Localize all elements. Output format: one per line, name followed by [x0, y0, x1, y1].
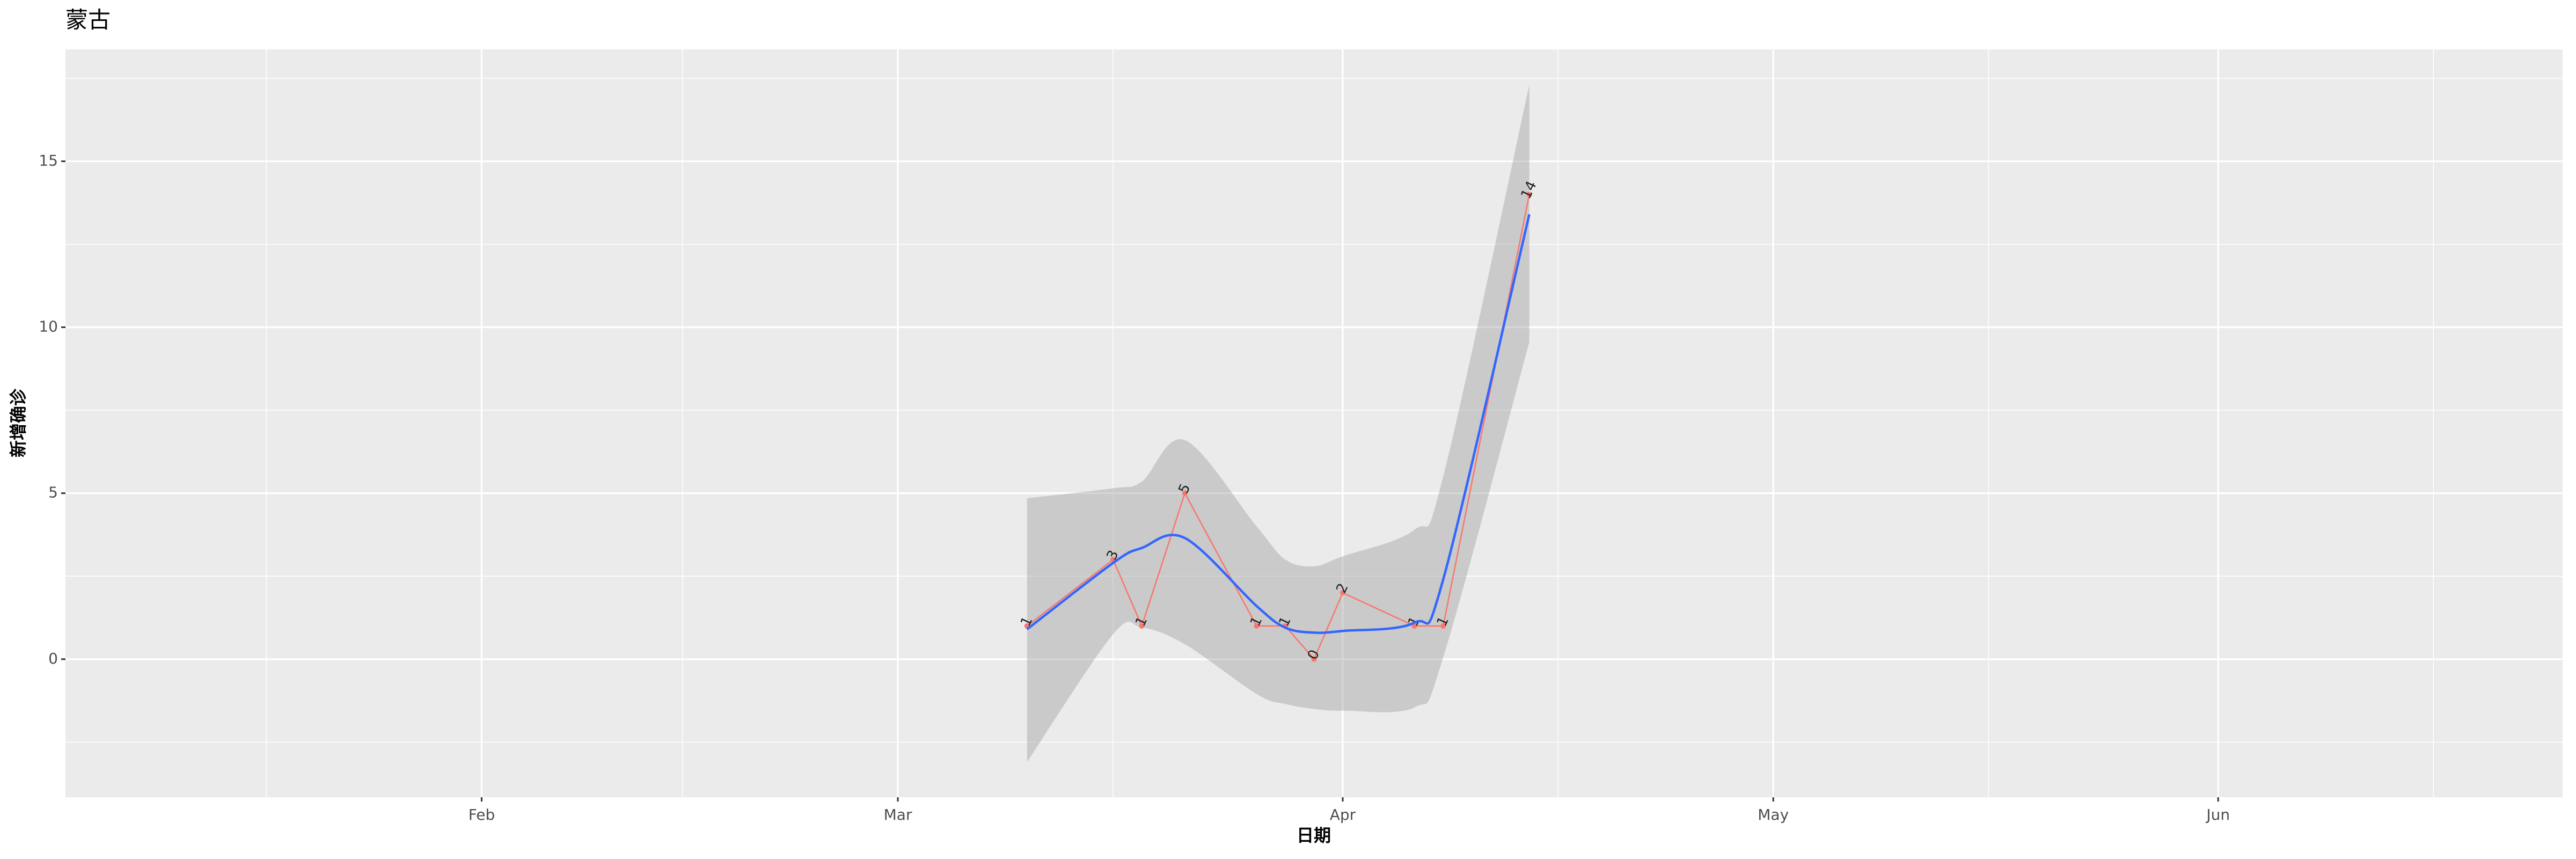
y-tick-label: 10	[39, 318, 58, 336]
x-tick-label: Mar	[884, 806, 912, 824]
x-tick-label: Apr	[1330, 806, 1356, 824]
data-point	[1254, 623, 1260, 629]
smooth-line	[1026, 214, 1531, 634]
x-tick-label: May	[1758, 806, 1789, 824]
x-axis-title: 日期	[1297, 825, 1331, 846]
data-point	[1340, 590, 1345, 596]
y-tick-label: 5	[48, 484, 58, 501]
data-point	[1311, 656, 1317, 662]
data-point	[1411, 623, 1417, 629]
x-tick-label: Jun	[2205, 806, 2230, 824]
data-point	[1440, 623, 1446, 629]
y-tick-label: 0	[48, 650, 58, 667]
y-axis-title: 新增确诊	[8, 388, 28, 457]
y-tick-label: 15	[39, 151, 58, 169]
chart-title: 蒙古	[65, 7, 111, 33]
data-point	[1182, 490, 1188, 496]
data-point	[1526, 192, 1532, 198]
data-point	[1139, 623, 1145, 629]
x-tick-label: Feb	[469, 806, 495, 824]
